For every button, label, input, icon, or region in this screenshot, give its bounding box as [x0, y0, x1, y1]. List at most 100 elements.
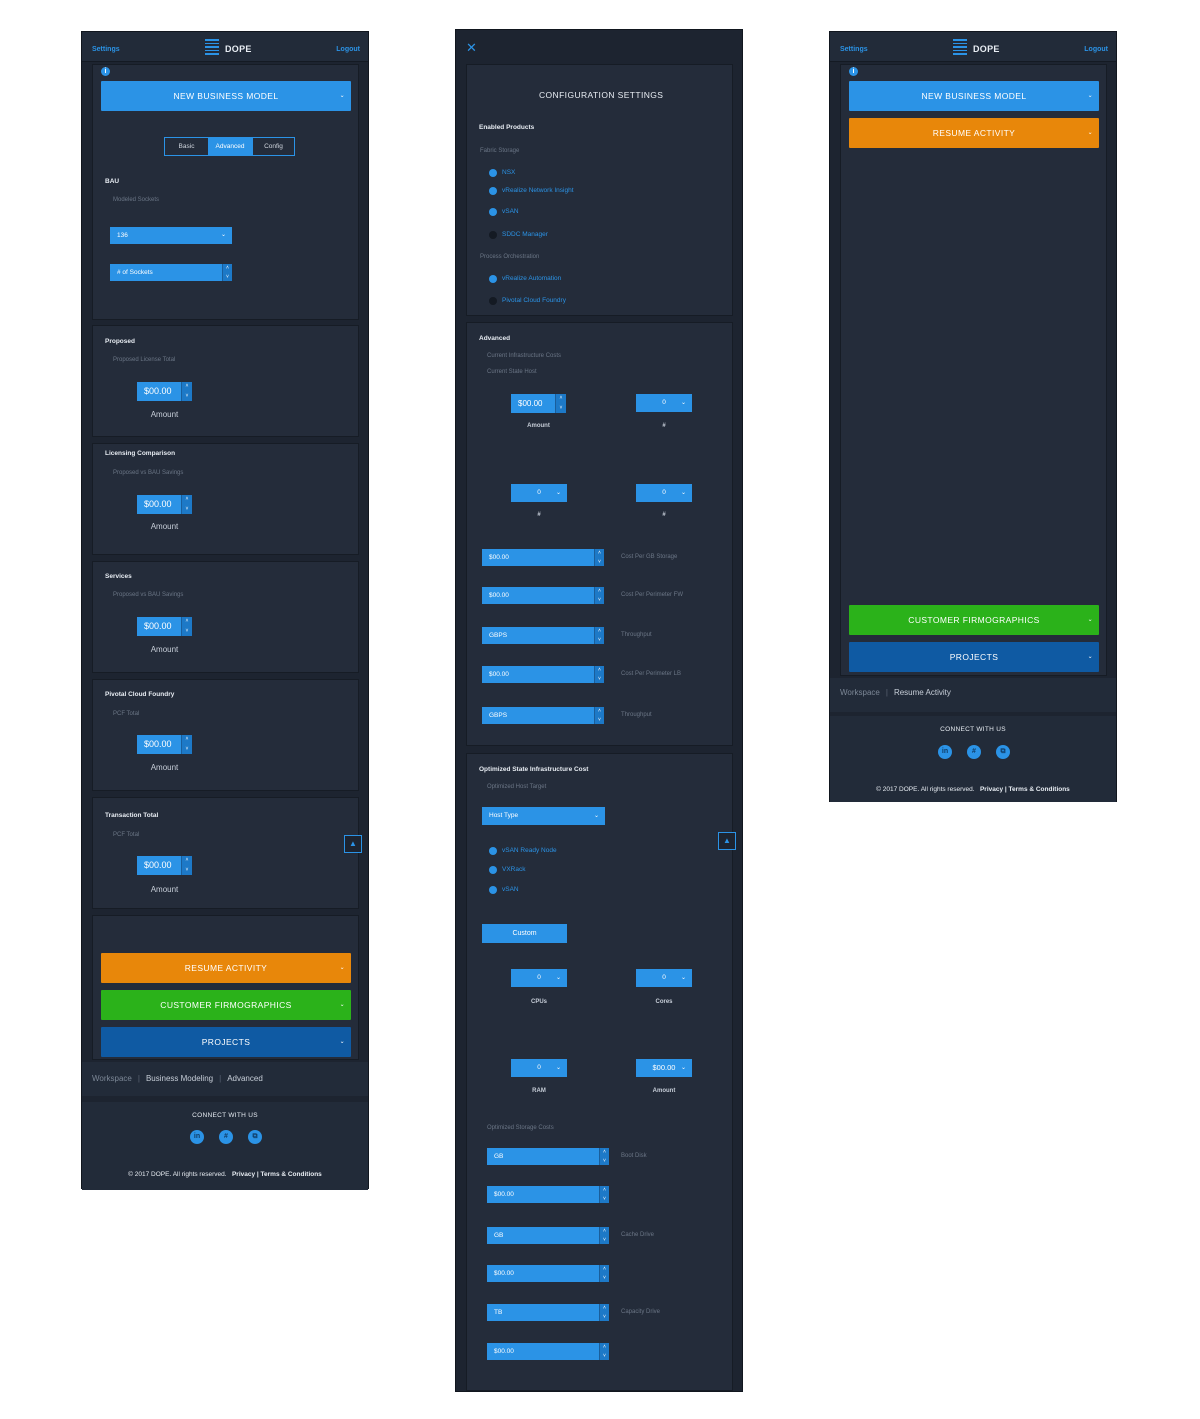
decrement-icon[interactable]: ˅ [185, 505, 189, 512]
logout-link[interactable]: Logout [336, 46, 360, 53]
decrement-icon[interactable]: ˅ [226, 273, 229, 280]
increment-icon[interactable]: ˄ [185, 496, 189, 502]
cache-drive-stepper[interactable]: GB ˄ ˅ [487, 1227, 609, 1244]
decrement-icon[interactable]: ˅ [603, 1157, 606, 1164]
radio-vsan-ready-node[interactable]: vSAN Ready Node [489, 847, 557, 855]
scroll-to-top-button[interactable]: ▲ [344, 835, 362, 853]
decrement-icon[interactable]: ˅ [603, 1195, 606, 1202]
increment-icon[interactable]: ˄ [185, 618, 189, 624]
increment-icon[interactable]: ˄ [598, 628, 601, 634]
new-business-model-button[interactable]: NEW BUSINESS MODEL ⌄ [101, 81, 351, 111]
increment-icon[interactable]: ˄ [559, 395, 563, 401]
cost-per-gb-storage-stepper[interactable]: $00.00 ˄ ˅ [482, 549, 604, 566]
instagram-icon[interactable]: ⧉ [248, 1130, 262, 1144]
customer-firmographics-button[interactable]: CUSTOMER FIRMOGRAPHICS ⌄ [849, 605, 1099, 635]
tab-config[interactable]: Config [252, 138, 294, 155]
amount-stepper[interactable]: $00.00 ˄ ˅ [137, 856, 192, 875]
decrement-icon[interactable]: ˅ [603, 1274, 606, 1281]
breadcrumb-business-modeling[interactable]: Business Modeling [145, 1074, 214, 1083]
boot-disk-cost-stepper[interactable]: $00.00 ˄ ˅ [487, 1186, 609, 1203]
decrement-icon[interactable]: ˅ [598, 596, 601, 603]
decrement-icon[interactable]: ˅ [603, 1236, 606, 1243]
decrement-icon[interactable]: ˅ [185, 392, 189, 399]
info-icon[interactable]: i [101, 67, 110, 76]
close-icon[interactable]: ✕ [466, 40, 477, 55]
radio-vrealize-automation[interactable]: vRealize Automation [489, 275, 561, 283]
tab-advanced[interactable]: Advanced [208, 138, 252, 155]
projects-button[interactable]: PROJECTS ⌄ [101, 1027, 351, 1057]
host-type-dropdown[interactable]: Host Type ⌄ [482, 807, 605, 825]
radio-nsx[interactable]: NSX [489, 169, 515, 177]
increment-icon[interactable]: ˄ [185, 857, 189, 863]
increment-icon[interactable]: ˄ [603, 1149, 606, 1155]
ram-dropdown[interactable]: 0 ⌄ [511, 1059, 567, 1077]
increment-icon[interactable]: ˄ [598, 667, 601, 673]
increment-icon[interactable]: ˄ [603, 1187, 606, 1193]
amount-stepper[interactable]: $00.00 ˄ ˅ [137, 735, 192, 754]
settings-link[interactable]: Settings [92, 46, 120, 53]
amount-stepper[interactable]: $00.00 ˄ ˅ [137, 382, 192, 401]
cache-drive-cost-stepper[interactable]: $00.00 ˄ ˅ [487, 1265, 609, 1282]
resume-activity-button[interactable]: RESUME ACTIVITY ⌄ [849, 118, 1099, 148]
decrement-icon[interactable]: ˅ [603, 1313, 606, 1320]
boot-disk-stepper[interactable]: GB ˄ ˅ [487, 1148, 609, 1165]
decrement-icon[interactable]: ˅ [185, 627, 189, 634]
cost-per-perimeter-fw-stepper[interactable]: $00.00 ˄ ˅ [482, 587, 604, 604]
privacy-terms-link[interactable]: Privacy | Terms & Conditions [979, 786, 1070, 793]
increment-icon[interactable]: ˄ [185, 736, 189, 742]
host-count-dropdown-1[interactable]: 0 ⌄ [636, 394, 692, 412]
linkedin-icon[interactable]: in [938, 745, 952, 759]
resume-activity-button[interactable]: RESUME ACTIVITY ⌄ [101, 953, 351, 983]
cost-per-perimeter-lb-stepper[interactable]: $00.00 ˄ ˅ [482, 666, 604, 683]
host-count-dropdown-2[interactable]: 0 ⌄ [511, 484, 567, 502]
increment-icon[interactable]: ˄ [603, 1266, 606, 1272]
decrement-icon[interactable]: ˅ [598, 636, 601, 643]
slack-icon[interactable]: # [219, 1130, 233, 1144]
radio-sddc-manager[interactable]: SDDC Manager [489, 231, 548, 239]
radio-vxrack[interactable]: VXRack [489, 866, 525, 874]
decrement-icon[interactable]: ˅ [559, 404, 563, 411]
decrement-icon[interactable]: ˅ [185, 866, 189, 873]
host-count-dropdown-3[interactable]: 0 ⌄ [636, 484, 692, 502]
amount-stepper[interactable]: $00.00 ˄ ˅ [137, 617, 192, 636]
decrement-icon[interactable]: ˅ [598, 716, 601, 723]
sockets-stepper[interactable]: # of Sockets ˄ ˅ [110, 264, 232, 281]
privacy-terms-link[interactable]: Privacy | Terms & Conditions [231, 1171, 322, 1178]
tab-basic[interactable]: Basic [178, 143, 195, 150]
info-icon[interactable]: i [849, 67, 858, 76]
capacity-drive-stepper[interactable]: TB ˄ ˅ [487, 1304, 609, 1321]
increment-icon[interactable]: ˄ [185, 383, 189, 389]
decrement-icon[interactable]: ˅ [598, 675, 601, 682]
capacity-drive-cost-stepper[interactable]: $00.00 ˄ ˅ [487, 1343, 609, 1360]
instagram-icon[interactable]: ⧉ [996, 745, 1010, 759]
increment-icon[interactable]: ˄ [226, 265, 229, 271]
radio-vsan[interactable]: vSAN [489, 208, 519, 216]
settings-link[interactable]: Settings [840, 46, 868, 53]
increment-icon[interactable]: ˄ [603, 1305, 606, 1311]
modeled-sockets-dropdown[interactable]: 136 ⌄ [110, 227, 232, 244]
decrement-icon[interactable]: ˅ [603, 1352, 606, 1359]
amount-dropdown[interactable]: $00.00 ⌄ [636, 1059, 692, 1077]
breadcrumb-advanced[interactable]: Advanced [227, 1074, 263, 1083]
radio-vrealize-network-insight[interactable]: vRealize Network Insight [489, 187, 574, 195]
radio-pivotal-cloud-foundry[interactable]: Pivotal Cloud Foundry [489, 297, 566, 305]
radio-vsan-target[interactable]: vSAN [489, 886, 519, 894]
increment-icon[interactable]: ˄ [603, 1228, 606, 1234]
projects-button[interactable]: PROJECTS ⌄ [849, 642, 1099, 672]
cpus-dropdown[interactable]: 0 ⌄ [511, 969, 567, 987]
host-amount-stepper[interactable]: $00.00 ˄ ˅ [511, 394, 566, 413]
linkedin-icon[interactable]: in [190, 1130, 204, 1144]
throughput-stepper-1[interactable]: GBPS ˄ ˅ [482, 627, 604, 644]
breadcrumb-resume-activity[interactable]: Resume Activity [893, 688, 951, 697]
breadcrumb-workspace[interactable]: Workspace [92, 1074, 132, 1083]
increment-icon[interactable]: ˄ [598, 588, 601, 594]
decrement-icon[interactable]: ˅ [185, 745, 189, 752]
increment-icon[interactable]: ˄ [598, 550, 601, 556]
amount-stepper[interactable]: $00.00 ˄ ˅ [137, 495, 192, 514]
logout-link[interactable]: Logout [1084, 46, 1108, 53]
cores-dropdown[interactable]: 0 ⌄ [636, 969, 692, 987]
scroll-to-top-button[interactable]: ▲ [718, 832, 736, 850]
new-business-model-button[interactable]: NEW BUSINESS MODEL ⌄ [849, 81, 1099, 111]
decrement-icon[interactable]: ˅ [598, 558, 601, 565]
increment-icon[interactable]: ˄ [598, 708, 601, 714]
